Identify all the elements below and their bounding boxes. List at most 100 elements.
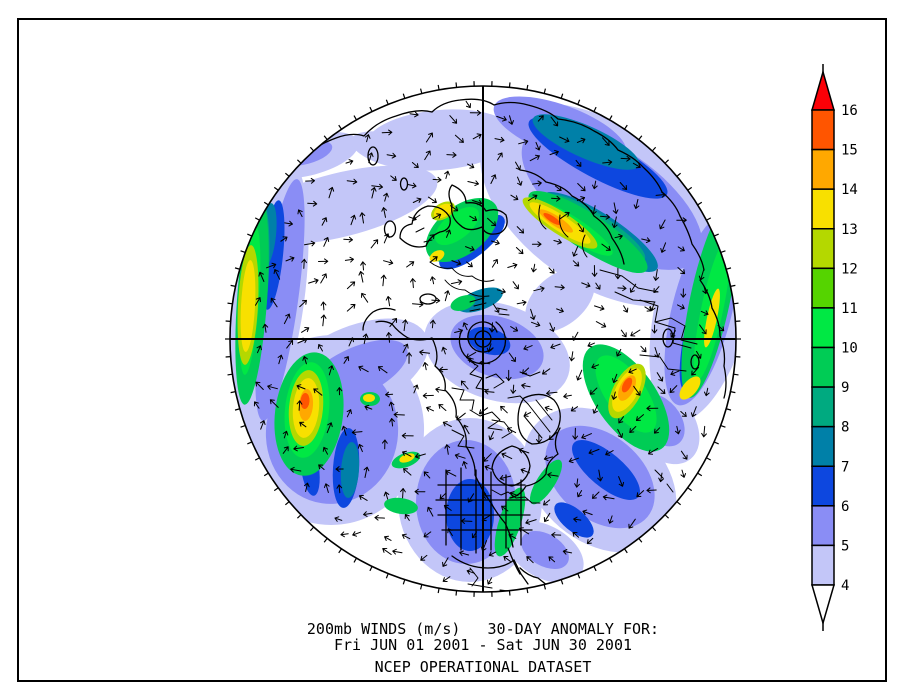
wind-arrow	[444, 170, 450, 179]
anomaly-contour	[525, 267, 595, 333]
wind-arrow	[340, 531, 349, 538]
colorbar-tick-label: 9	[841, 380, 849, 396]
wind-arrow	[469, 215, 478, 222]
wind-arrow	[656, 372, 664, 382]
wind-arrow	[346, 281, 356, 290]
wind-arrow	[628, 368, 637, 374]
rim-tick	[385, 573, 389, 579]
wind-arrow	[559, 136, 570, 143]
wind-arrow	[469, 109, 482, 116]
rim-tick	[608, 557, 613, 563]
wind-arrow	[548, 556, 556, 563]
wind-arrow	[460, 518, 473, 524]
rim-tick	[437, 84, 440, 90]
rim-tick	[284, 501, 290, 506]
wind-arrow	[632, 162, 641, 169]
anomaly-contour	[340, 442, 360, 498]
wind-arrow	[492, 303, 500, 313]
wind-arrow	[364, 134, 371, 143]
rim-tick	[664, 159, 670, 164]
wind-arrow	[516, 226, 525, 234]
wind-arrow	[302, 356, 308, 365]
rim-tick	[402, 579, 406, 585]
rim-tick	[676, 501, 682, 506]
wind-arrow	[640, 345, 647, 353]
wind-arrow	[655, 191, 666, 198]
wind-arrow	[654, 347, 660, 358]
rim-tick	[263, 472, 269, 477]
wind-arrow	[358, 271, 365, 283]
wind-arrow	[648, 447, 659, 455]
wind-arrow	[423, 471, 431, 479]
anomaly-contour	[704, 288, 720, 348]
state-boundary	[445, 467, 522, 554]
wind-arrow	[611, 391, 618, 400]
wind-arrow	[619, 182, 628, 191]
coastline-path	[469, 297, 510, 316]
wind-arrow	[442, 576, 451, 583]
wind-arrow	[303, 482, 310, 492]
rim-tick	[713, 441, 719, 445]
wind-arrow	[445, 229, 452, 238]
wind-arrow	[401, 432, 414, 439]
coastline-path	[599, 269, 659, 303]
wind-arrow	[258, 271, 265, 282]
rim-tick	[730, 391, 736, 394]
wind-arrow	[460, 380, 469, 390]
wind-arrow	[518, 139, 529, 145]
caption-line-period: Fri JUN 01 2001 - Sat JUN 30 2001	[333, 636, 632, 654]
wind-arrow	[320, 301, 327, 311]
wind-arrow	[600, 213, 611, 220]
colorbar-tick-label: 16	[841, 103, 858, 119]
crosshair-meridians	[230, 86, 736, 592]
wind-arrow	[547, 472, 559, 478]
wind-arrow	[321, 217, 328, 226]
wind-arrow	[262, 323, 269, 333]
wind-arrow	[317, 344, 323, 352]
rim-tick	[726, 267, 732, 270]
wind-arrow	[520, 467, 530, 474]
wind-arrow	[509, 491, 519, 497]
wind-arrow	[680, 288, 687, 298]
wind-arrow	[562, 549, 573, 555]
wind-arrow	[382, 547, 392, 555]
wind-arrow	[618, 416, 624, 424]
wind-arrow	[320, 273, 327, 284]
wind-arrow	[364, 404, 373, 411]
colorbar-tick-label: 4	[841, 578, 849, 594]
wind-arrow	[456, 412, 466, 421]
colorbar-segment	[811, 346, 835, 388]
rim-tick	[273, 487, 279, 492]
wind-arrow	[499, 475, 512, 481]
wind-arrow	[483, 453, 492, 462]
colorbar-tick-label: 6	[841, 499, 849, 515]
wind-arrow	[703, 387, 710, 397]
wind-arrow	[432, 176, 442, 183]
wind-arrow	[444, 290, 450, 302]
wind-arrow	[297, 209, 303, 217]
rim-tick	[296, 514, 302, 519]
wind-arrow	[518, 527, 530, 535]
anomaly-contour	[679, 376, 701, 400]
wind-arrow	[377, 366, 388, 374]
wind-arrow	[478, 407, 489, 415]
wind-arrow	[336, 387, 343, 396]
wind-arrow	[384, 535, 392, 541]
coastline-path	[458, 321, 507, 365]
wind-arrow	[569, 351, 575, 362]
rim-tick	[263, 201, 269, 206]
rim-tick	[338, 548, 343, 554]
coastline-path	[451, 555, 529, 585]
wind-arrow	[641, 237, 651, 244]
wind-arrow	[690, 406, 697, 418]
wind-arrow	[559, 211, 570, 220]
wind-arrow	[660, 242, 667, 253]
rim-tick	[338, 124, 343, 130]
rim-tick	[560, 93, 564, 99]
wind-arrow	[572, 246, 579, 257]
wind-arrow	[614, 233, 623, 240]
rim-tick	[247, 441, 253, 445]
rim-tick	[420, 88, 423, 94]
wind-arrow	[359, 212, 366, 224]
wind-arrow	[381, 439, 388, 450]
